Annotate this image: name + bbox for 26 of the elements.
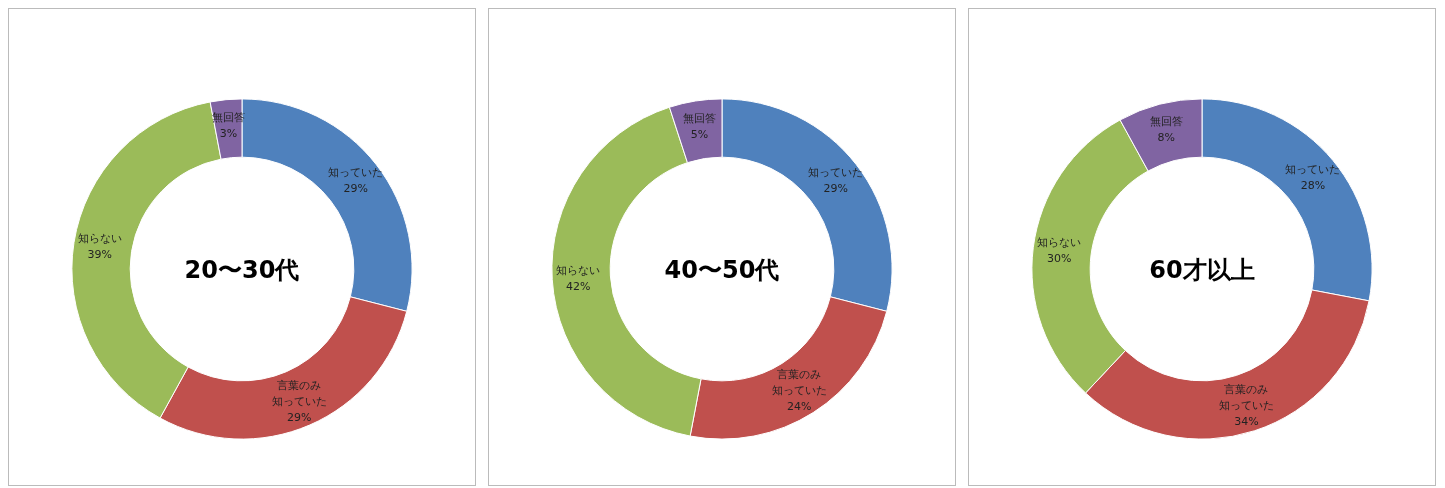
text: 60才以上	[1149, 256, 1255, 284]
data-label: 29%	[343, 182, 368, 196]
slice-label: 言葉のみ知っていた	[271, 378, 327, 408]
slice-label: 言葉のみ知っていた	[771, 368, 827, 398]
data-label: 24%	[786, 400, 812, 414]
data-label: 5%	[690, 128, 709, 142]
slice-label: 無回答	[682, 112, 716, 126]
slice-label: 無回答	[1149, 115, 1183, 129]
slice-label: 知っていた	[808, 166, 864, 180]
data-label: 8%	[1157, 131, 1175, 145]
data-label: 3%	[219, 127, 238, 141]
slice-label: 言葉のみ知っていた	[1218, 383, 1274, 413]
slice-label: 知っていた	[328, 166, 384, 180]
data-label: 39%	[87, 247, 113, 261]
data-label: 29%	[823, 182, 848, 196]
data-label: 29%	[286, 410, 312, 424]
text: 20〜30代	[184, 256, 300, 284]
data-label: 34%	[1234, 415, 1259, 429]
slice-label: 知らない	[1037, 236, 1082, 250]
data-label: 28%	[1300, 178, 1326, 192]
data-label: 42%	[566, 279, 591, 293]
slice-label: 知っていた	[1285, 162, 1341, 176]
data-label: 30%	[1046, 252, 1072, 266]
text: 40〜50代	[664, 256, 780, 284]
slice-label: 知らない	[77, 231, 122, 245]
slice-label: 知らない	[556, 263, 601, 277]
